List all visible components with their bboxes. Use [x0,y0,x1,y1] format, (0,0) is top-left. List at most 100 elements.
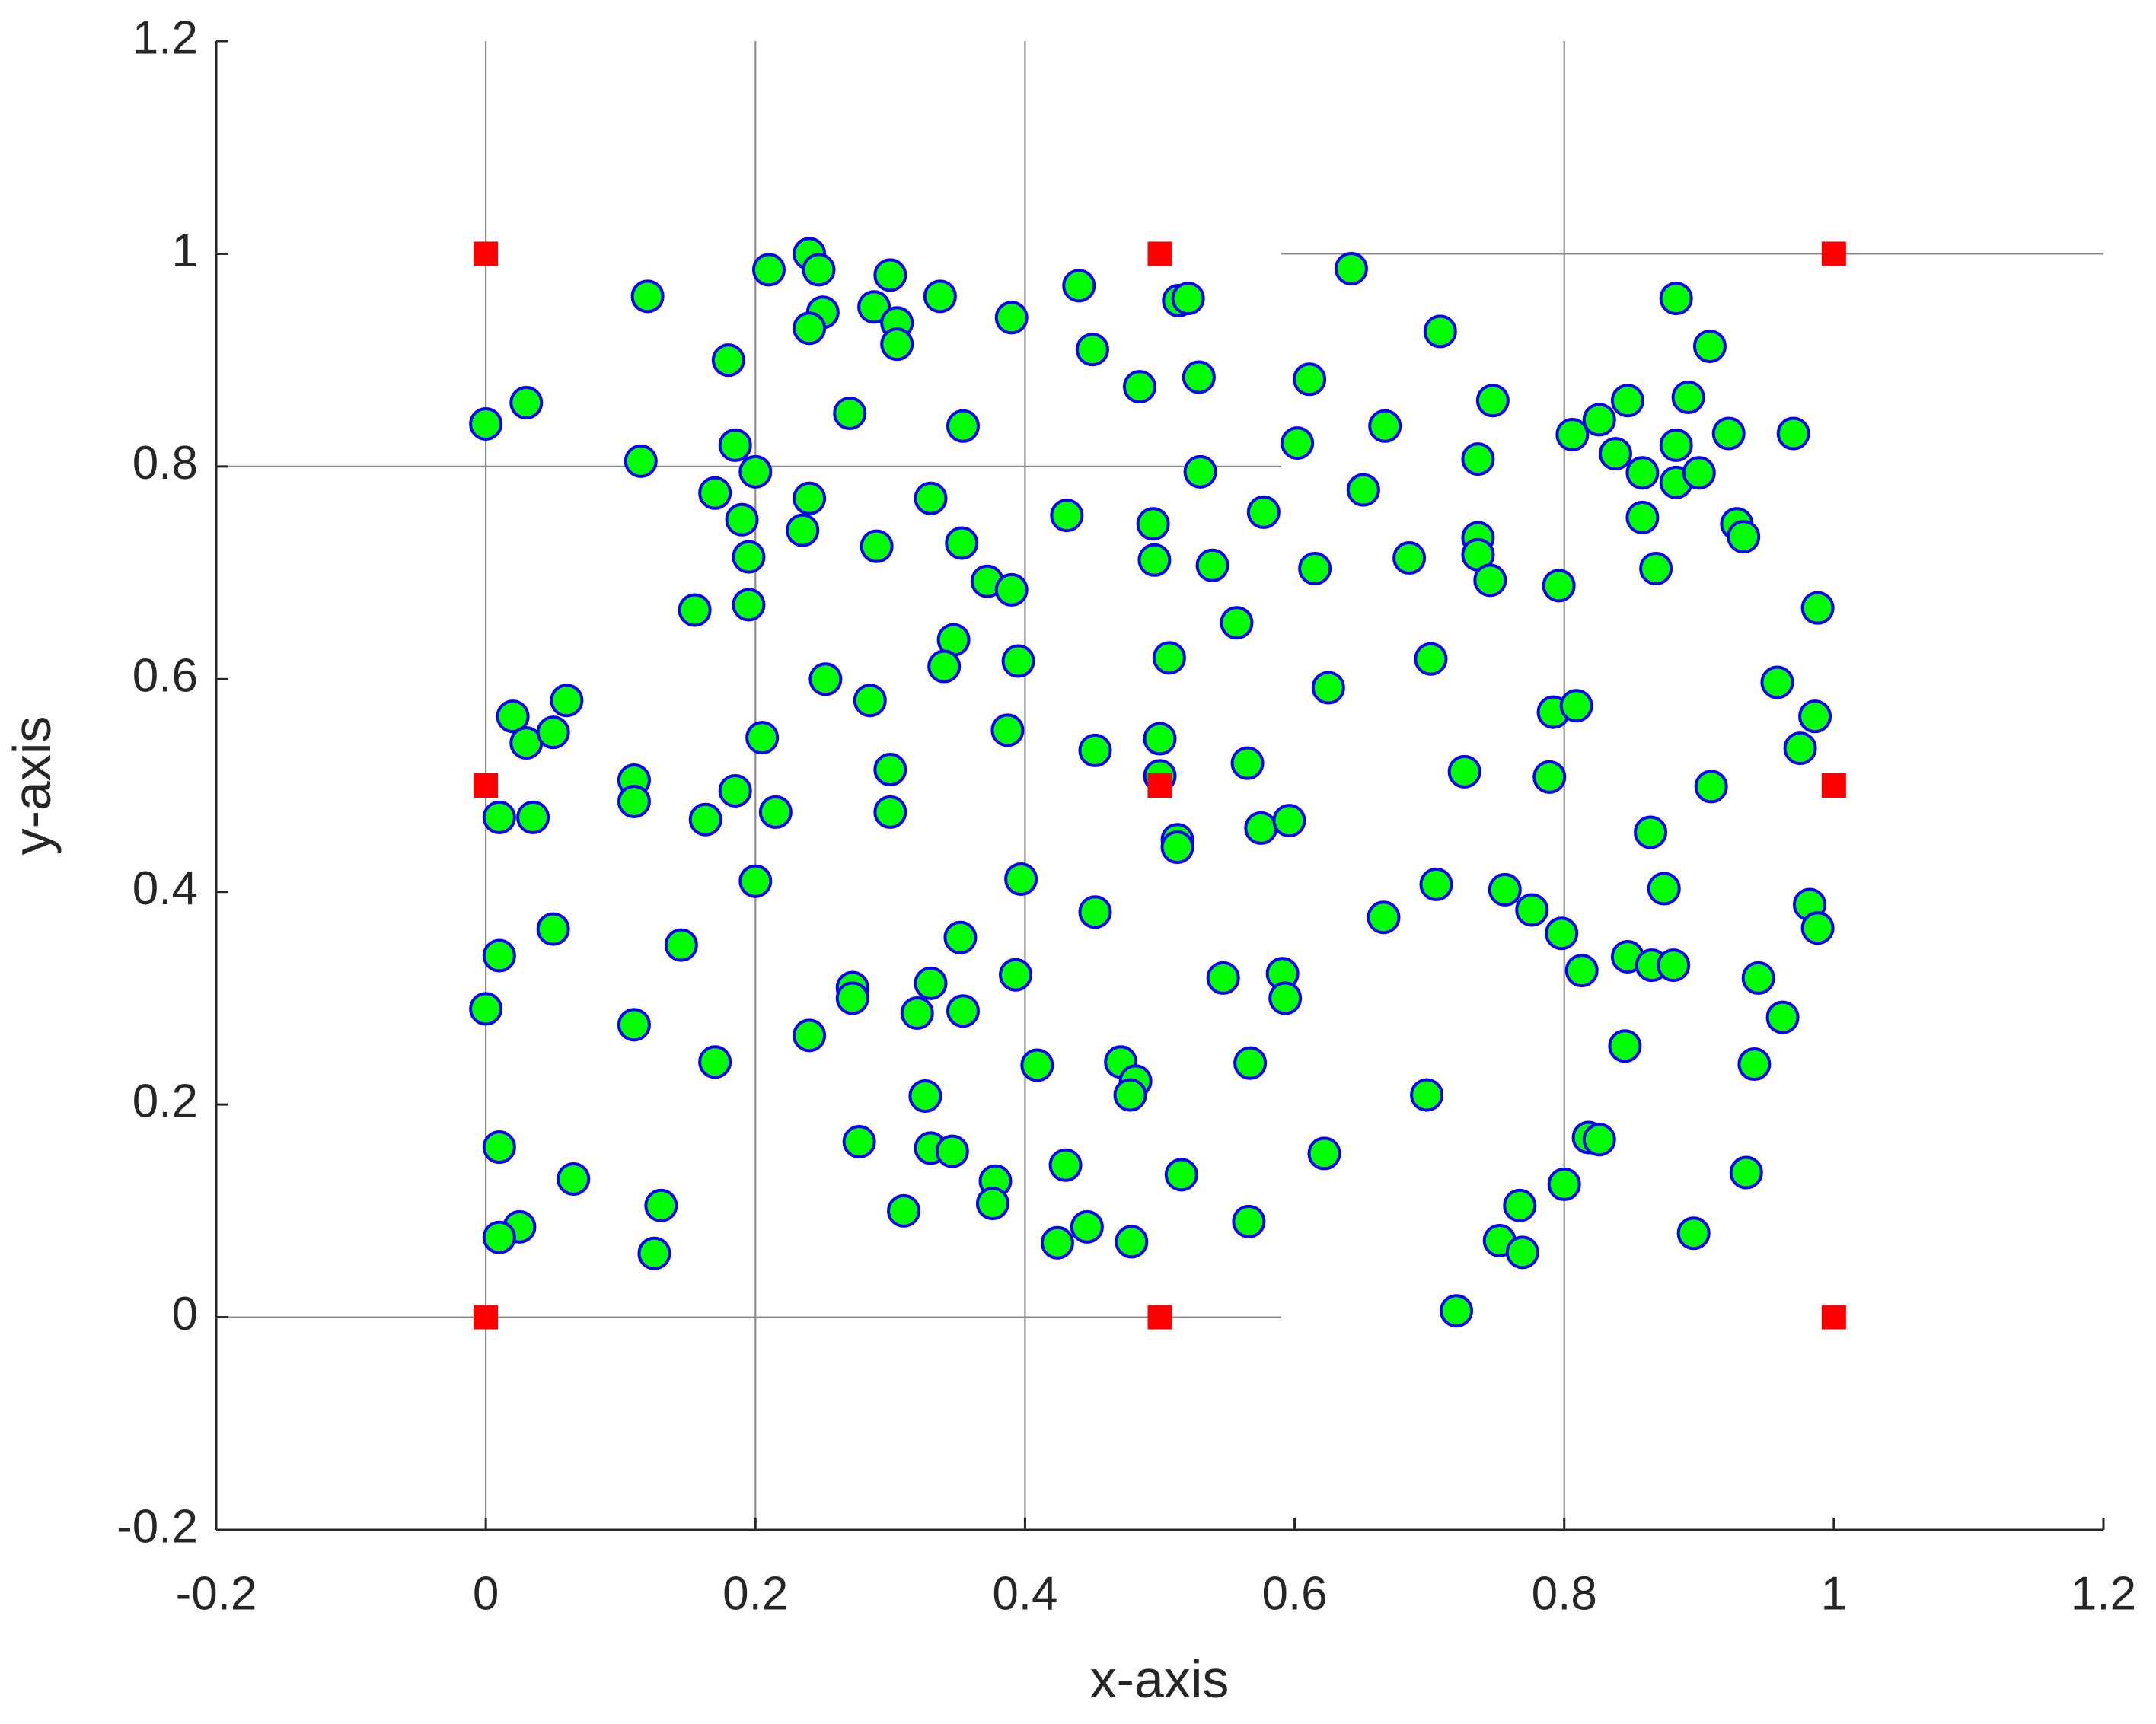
circle-marker [1268,981,1303,1015]
circle-marker [842,1125,876,1159]
circle-marker [860,529,894,563]
circle-marker [1741,961,1775,995]
circle-marker [1004,862,1038,896]
y-axis-label: y-axis [2,716,62,856]
circle-marker [630,279,665,314]
circle-marker [496,699,530,734]
y-tick-label: 1.2 [132,11,198,64]
circle-marker [732,588,766,622]
circle-marker [1555,417,1590,451]
circle-marker [1246,495,1281,529]
y-tick-label: 1 [172,225,198,277]
circle-marker [793,311,827,346]
circle-marker [1798,699,1832,734]
circle-marker [482,1130,516,1165]
x-tick-label: -0.2 [176,1567,257,1620]
circle-marker [718,773,752,808]
square-marker [1821,1305,1846,1330]
circle-marker [698,476,732,510]
x-tick-label: 0.4 [992,1567,1057,1620]
circle-marker [711,343,745,378]
circle-marker [994,301,1029,335]
circle-marker [718,428,752,462]
circle-marker [1727,520,1761,554]
circle-marker [1048,1148,1083,1182]
circle-marker [1160,830,1194,865]
circle-marker [1171,282,1205,316]
circle-marker [1473,563,1507,598]
circle-marker [994,572,1029,607]
circle-marker [1532,760,1567,794]
circle-marker [1230,746,1265,780]
circle-marker [624,444,658,478]
circle-marker [738,864,773,898]
circle-marker [835,981,869,1015]
circle-marker [853,684,887,718]
circle-marker [1711,416,1746,451]
circle-marker [1078,895,1112,929]
circle-marker [1367,900,1401,935]
circle-marker [1625,500,1660,534]
circle-marker [975,1187,1009,1221]
circle-marker [1368,409,1402,443]
circle-marker [1392,541,1427,575]
circle-marker [1582,1123,1616,1157]
circle-marker [1503,1188,1537,1222]
circle-marker [509,386,544,420]
circle-marker [793,1018,827,1053]
circle-marker [1113,1078,1147,1112]
circle-marker [617,1008,651,1042]
circle-marker [1152,641,1186,675]
circle-marker [1461,442,1495,476]
circle-marker [1334,251,1368,285]
circle-marker [1298,551,1332,585]
circle-marker [873,258,907,292]
circle-marker [914,481,948,515]
circle-marker [482,1220,516,1254]
circle-marker [802,253,836,287]
circle-marker [738,454,773,489]
circle-marker [1206,961,1240,995]
circle-marker [745,721,780,755]
square-marker [1147,1305,1172,1330]
circle-marker [1737,1047,1772,1082]
circle-marker [732,540,766,574]
circle-marker [644,1188,678,1222]
circle-marker [908,1079,942,1113]
circle-marker [1183,454,1217,489]
circle-marker [1143,722,1177,756]
circle-marker [516,800,550,834]
square-marker [1147,773,1172,798]
circle-marker [1647,872,1681,906]
circle-marker [1800,911,1835,945]
circle-marker [1419,867,1453,901]
circle-marker [1001,644,1035,678]
circle-marker [786,513,820,547]
circle-marker [1564,954,1599,988]
circle-marker [1608,1029,1642,1063]
circle-marker [1542,569,1576,603]
circle-marker [1020,1048,1054,1082]
circle-marker [1346,473,1380,507]
circle-marker [1599,437,1633,471]
y-tick-label: 0.8 [132,437,198,489]
circle-marker [1050,499,1084,533]
circle-marker [923,279,957,314]
y-tick-label: 0.6 [132,650,198,703]
circle-marker [1625,456,1660,490]
circle-marker [536,715,570,750]
circle-marker [945,526,979,560]
circle-marker [1220,606,1254,640]
circle-marker [1682,456,1716,490]
circle-marker [469,406,503,441]
circle-marker [536,912,570,946]
circle-marker [808,662,843,696]
circle-marker [1657,948,1691,983]
circle-marker [1115,1225,1149,1259]
circle-marker [1136,507,1170,541]
circle-marker [1776,416,1810,451]
circle-marker [637,1236,671,1270]
circle-marker [1078,733,1112,767]
